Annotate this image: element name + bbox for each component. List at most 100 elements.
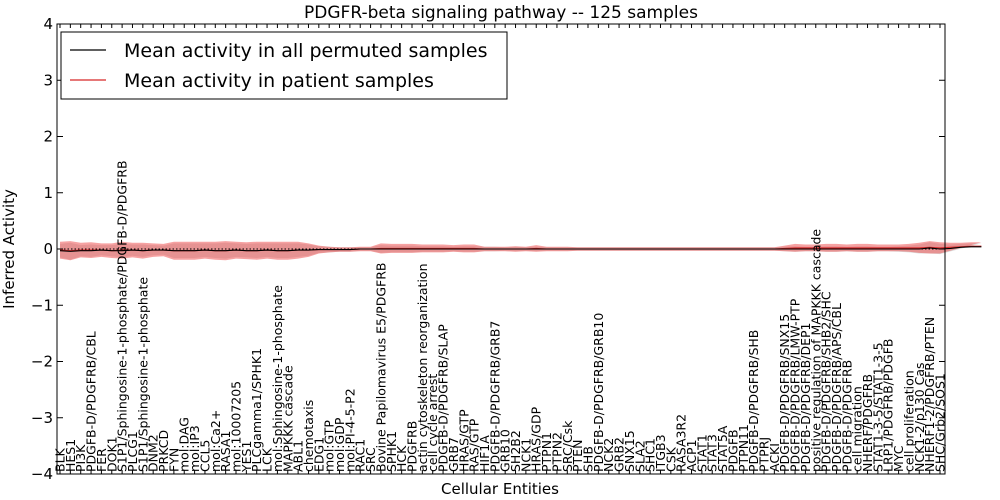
x-tick-label: cell cycle arrest (425, 374, 440, 472)
x-tick-label: NHERF1-2/PDGFRB/PTEN (922, 317, 937, 472)
legend: Mean activity in all permuted samples Me… (60, 31, 508, 100)
y-tick-label: 0 (43, 240, 53, 258)
x-tick-label: PTEN (570, 440, 585, 472)
x-tick-label: SPHK1 (384, 431, 399, 472)
x-tick-label: cell migration (850, 386, 865, 472)
x-tick-label: mol:Ca2+ (208, 410, 223, 472)
x-tick-label: PI3K (73, 444, 88, 472)
legend-label-permuted: Mean activity in all permuted samples (124, 40, 487, 62)
x-axis-label: Cellular Entities (441, 480, 559, 498)
x-tick-label: RASA1 (218, 431, 233, 472)
x-tick-label: mol:10007205 (229, 381, 244, 472)
x-tick-label: HRAS/GDP (529, 406, 544, 472)
x-tick-label: mol:GTP (322, 420, 337, 472)
x-tick-label: EDG1 (311, 437, 326, 472)
band-patient (60, 241, 982, 261)
x-tick-label: BLK (53, 447, 68, 472)
x-tick-label: DOK1 (104, 436, 119, 472)
x-tick-label: STAT1-3-5/STAT1-3-5 (870, 342, 885, 472)
x-tick-label: LCK (260, 447, 275, 472)
x-tick-label: PTPRJ (757, 437, 772, 472)
x-tick-label: LRP1/PDGFRB/PDGFB (881, 339, 896, 472)
y-tick-label: −1 (31, 296, 53, 314)
x-tick-label: PDGFB-D/PDGFRB/GRB7 (487, 321, 502, 472)
x-tick-label: NCK2 (601, 438, 616, 472)
x-tick-label: STAT5A (715, 425, 730, 472)
x-tick-label: mol:GDP (332, 417, 347, 472)
x-tick-labels: BLKHES1PI3KPDGFB-D/PDGFRB/CBLFERDOK1S1P1… (53, 160, 948, 473)
x-tick-label: ACKI (767, 443, 782, 472)
y-tick-label: 1 (43, 184, 53, 202)
x-tick-label: MAPKKK cascade (280, 365, 295, 472)
x-tick-label: NCK1 (518, 438, 533, 472)
x-tick-label: PDGFB-D/PDGFRB/GRB10 (591, 313, 606, 472)
x-tick-label: PLCgamma1/SPHK1 (249, 348, 264, 472)
chart-title: PDGFR-beta signaling pathway -- 125 samp… (304, 3, 698, 23)
x-tick-label: DNM2 (146, 434, 161, 472)
x-tick-label: YES1 (239, 441, 254, 473)
x-tick-label: PDGFB-D/PDGFRB/SLAP (436, 324, 451, 472)
x-tick-label: RAS/GTP (467, 418, 482, 472)
y-tick-label: 2 (43, 128, 53, 146)
legend-box (60, 31, 508, 100)
x-axis (59, 24, 941, 474)
x-tick-label: PRKCD (156, 430, 171, 472)
x-tick-label: MYC (891, 445, 906, 472)
x-tick-label: PDGFB-D/PDGFRB/SHB2/SHC (819, 291, 834, 472)
x-tick-label: STAT1 (694, 434, 709, 472)
x-tick-label: PTPN1 (539, 432, 554, 472)
x-tick-label: FYN (166, 448, 181, 472)
x-tick-label: ACP1 (684, 439, 699, 472)
y-tick-label: 3 (43, 71, 53, 89)
x-tick-label: mol:PI-4-5-P2 (342, 388, 357, 472)
x-tick-label: PTPN11 (736, 424, 751, 472)
y-tick-label: 4 (43, 15, 53, 33)
x-tick-label: chemotaxis (301, 400, 316, 472)
x-tick-label: HES1 (63, 439, 78, 472)
confidence-bands (60, 241, 982, 261)
x-tick-label: RAC1 (353, 439, 368, 472)
x-tick-label: HRAS/GTP (456, 409, 471, 472)
y-tick-label: −2 (31, 353, 53, 371)
x-tick-label: ABL1 (291, 440, 306, 472)
x-tick-label: STAT3 (705, 434, 720, 472)
x-tick-label: PLCG1 (125, 431, 140, 472)
x-tick-label: GRB7 (446, 437, 461, 472)
x-tick-label: S1P1/Sphingosine-1-phosphate (135, 277, 150, 472)
x-tick-label: actin cytoskeleton reorganization (415, 263, 430, 472)
x-tick-label: HCK (394, 445, 409, 472)
x-tick-label: FER (94, 448, 109, 472)
x-tick-label: SHC1 (643, 438, 658, 472)
x-tick-label: SLA2 (632, 440, 647, 472)
x-tick-label: PDGFB-D/PDGFRB/CBL (84, 331, 99, 472)
x-tick-label: SRC/Csk (560, 420, 575, 472)
x-tick-label: GRB10 (498, 429, 513, 472)
x-tick-label: S1P1/Sphingosine-1-phosphate/PDGFB-D/PDG… (115, 160, 130, 472)
x-tick-label: PDGFB-D/PDGFRB/SNX15 (777, 314, 792, 472)
x-tick-label: cell proliferation (901, 370, 916, 472)
x-tick-label: PDGFB-D/PDGFRB (839, 360, 854, 472)
x-tick-label: mol:Sphingosine-1-phosphate (270, 285, 285, 472)
legend-label-patient: Mean activity in patient samples (124, 70, 434, 92)
x-tick-label: SHB (581, 446, 596, 472)
x-tick-label: SHC/Grb2/SOS1 (933, 373, 948, 472)
y-axis: −4 −3 −2 −1 0 1 2 3 4 (31, 15, 945, 483)
y-axis-label: Inferred Activity (0, 189, 18, 309)
x-tick-label: PTPN2 (549, 432, 564, 472)
x-tick-label: PDGFB (725, 429, 740, 472)
x-tick-label: Bovine Papilomavirus E5/PDGFRB (373, 263, 388, 472)
x-tick-label: NHERF/PDGFRB (860, 374, 875, 472)
x-tick-label: HIF1A (477, 435, 492, 472)
x-tick-label: PDGFB-D/PDGFRB/DEP1 (798, 323, 813, 473)
x-tick-label: CCL5 (197, 440, 212, 472)
x-tick-label: mol:DAG (177, 417, 192, 472)
x-tick-label: RASA3R2 (674, 414, 689, 472)
x-tick-label: NCK1-2/p130 Cas (912, 362, 927, 472)
x-tick-label: PDGFRB (405, 421, 420, 472)
x-tick-label: PDGFB-D/PDGFRB/SHB (746, 330, 761, 472)
x-tick-label: SRC (363, 447, 378, 472)
x-tick-label: PDGFB-D/PDGFRB/APS/CBL (829, 303, 844, 472)
x-tick-label: SNX15 (622, 430, 637, 472)
x-tick-label: GRB2 (612, 437, 627, 472)
